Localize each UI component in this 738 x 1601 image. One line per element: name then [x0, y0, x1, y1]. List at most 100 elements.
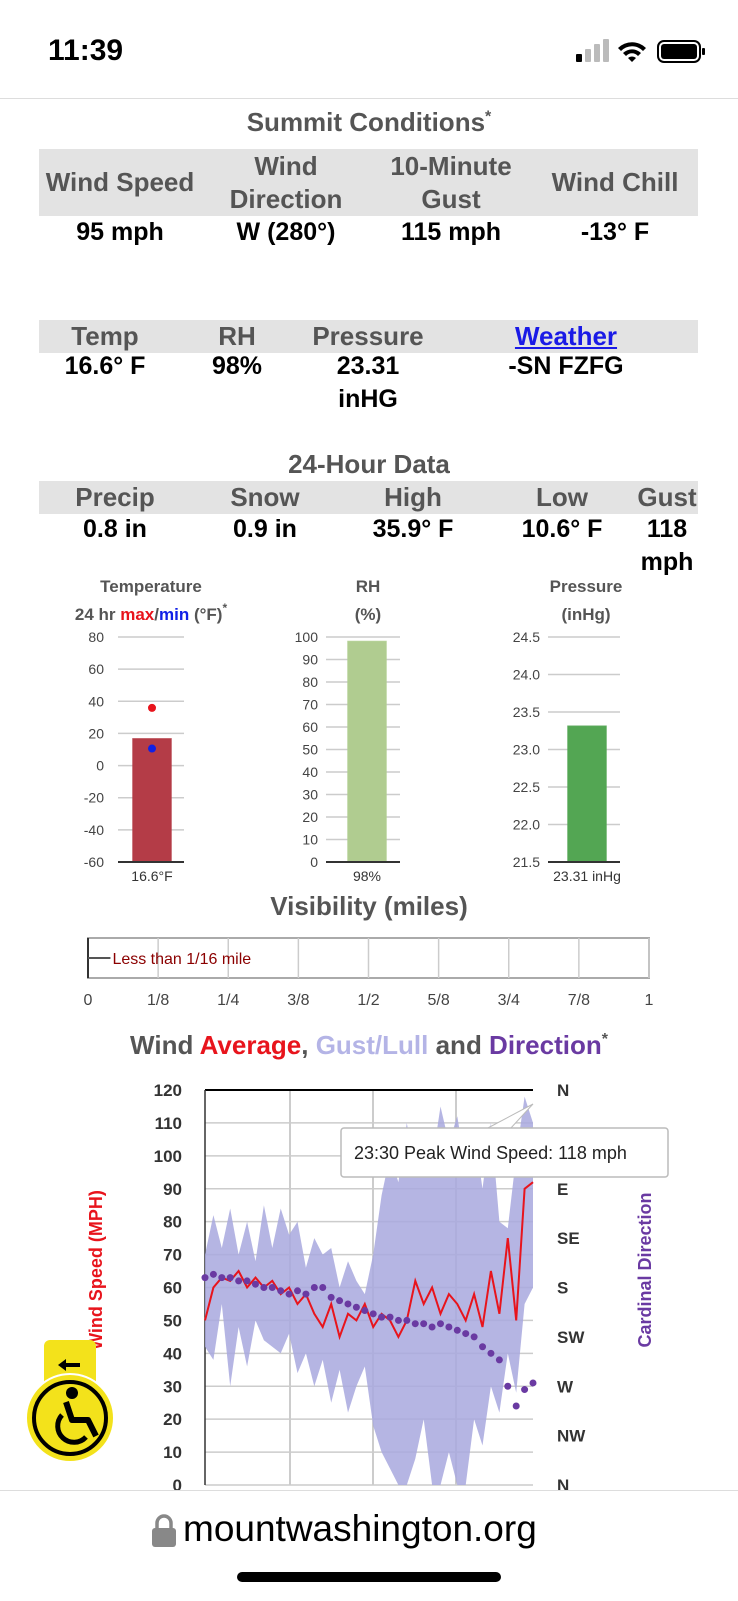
bar: [347, 640, 387, 863]
table-value: 16.6° F: [64, 352, 146, 380]
y-tick-label: 10: [163, 1443, 182, 1462]
direction-dot: [235, 1277, 243, 1285]
url[interactable]: mountwashington.org: [183, 1508, 537, 1549]
accessibility-button[interactable]: [20, 1335, 120, 1465]
separator: [0, 98, 738, 99]
y-tick-label: 23.5: [513, 704, 540, 720]
min-dot: [148, 744, 156, 753]
direction-dot: [445, 1323, 453, 1331]
x-tick-label: 5/8: [428, 992, 450, 1009]
table-header: Gust: [637, 482, 697, 512]
status-icons: [576, 39, 705, 63]
table-value: 35.9° F: [372, 515, 454, 543]
section-title: 24-Hour Data: [288, 449, 450, 479]
direction-dot: [504, 1382, 512, 1390]
table-header: Wind Speed: [45, 167, 195, 197]
table-value: 0.8 in: [83, 515, 147, 543]
direction-dot: [294, 1287, 302, 1295]
browser-bar: [0, 1490, 738, 1601]
text-part: Average: [200, 1030, 302, 1060]
text-part: (%): [355, 605, 381, 624]
direction-dot: [529, 1379, 537, 1387]
x-tick-label: 3/8: [287, 992, 309, 1009]
x-tick-label: 7/8: [568, 992, 590, 1009]
y-tick-label: 40: [302, 764, 318, 780]
x-tick-label: 0: [84, 992, 93, 1009]
table-header: Snow: [230, 482, 300, 512]
text-part: min: [159, 605, 189, 624]
direction-dot: [310, 1284, 318, 1291]
y2-axis-label: Cardinal Direction: [635, 1192, 655, 1347]
direction-dot: [361, 1307, 369, 1315]
y2-tick-label: NW: [557, 1427, 586, 1446]
direction-dot: [403, 1316, 411, 1324]
y-tick-label: 24.0: [513, 667, 540, 683]
y-tick-label: 70: [302, 697, 318, 713]
y-tick-label: 24.5: [513, 629, 540, 645]
chart-title: Temperature: [100, 577, 202, 596]
direction-dot: [428, 1323, 436, 1331]
tooltip: [340, 1127, 669, 1178]
chart-subtitle: (%): [355, 605, 381, 624]
y-tick-label: 60: [88, 661, 104, 677]
y-tick-label: 100: [295, 629, 319, 645]
y-tick-label: 60: [163, 1279, 182, 1298]
table-value: -SN FZFG: [508, 352, 624, 380]
direction-dot: [319, 1284, 327, 1291]
direction-dot: [521, 1386, 529, 1394]
y-tick-label: -60: [84, 854, 104, 870]
y-tick-label: 10: [302, 832, 318, 848]
section-title: Summit Conditions*: [0, 107, 738, 138]
table-value: 95 mph: [76, 218, 164, 246]
y-tick-label: 60: [302, 719, 318, 735]
note-mark: *: [485, 108, 492, 126]
y-tick-label: -40: [84, 822, 104, 838]
weather-link[interactable]: Weather: [514, 321, 618, 351]
chart-title: Pressure: [550, 577, 623, 596]
direction-dot: [226, 1274, 234, 1282]
x-tick-label: 1/2: [357, 992, 379, 1009]
direction-dot: [394, 1316, 402, 1324]
chart-title: Wind Average, Gust/Lull and Direction*: [130, 1030, 609, 1060]
x-tick-label: 1/4: [217, 992, 239, 1009]
table-header: 10-Minute Gust: [390, 150, 512, 214]
x-tick-label: 3/4: [498, 992, 520, 1009]
chart-subtitle: 24 hr max/min (°F)*: [75, 601, 228, 624]
y-tick-label: 20: [302, 809, 318, 825]
table-value: 23.31 inHG: [336, 352, 400, 413]
x-tick-label: 1: [645, 992, 654, 1009]
direction-dot: [243, 1277, 251, 1285]
text-part: ,: [301, 1030, 315, 1060]
max-dot: [148, 703, 156, 712]
y2-tick-label: S: [557, 1279, 568, 1298]
value-label: Less than 1/16 mile: [112, 951, 251, 968]
direction-dot: [411, 1320, 419, 1328]
direction-dot: [420, 1320, 428, 1328]
y-tick-label: 80: [302, 674, 318, 690]
y-tick-label: 0: [173, 1476, 182, 1495]
value-label: 98%: [353, 868, 381, 884]
text-part: Direction: [489, 1030, 602, 1060]
direction-dot: [260, 1284, 268, 1291]
bar: [132, 738, 172, 863]
direction-dot: [386, 1313, 394, 1321]
lock-icon: [152, 1514, 176, 1547]
direction-dot: [285, 1290, 293, 1298]
chart-title: Visibility (miles): [270, 891, 467, 921]
y-tick-label: 50: [302, 742, 318, 758]
direction-dot: [462, 1330, 470, 1338]
table-header: Pressure: [312, 321, 424, 351]
y-tick-label: 20: [88, 725, 104, 741]
y-tick-label: -20: [84, 790, 104, 806]
text-part: max: [120, 605, 155, 624]
text-part: (inHg): [561, 605, 610, 624]
y2-tick-label: SW: [557, 1328, 585, 1347]
y-tick-label: 70: [163, 1246, 182, 1265]
value-label: 23.31 inHg: [553, 868, 621, 884]
gust-lull-area: [205, 1096, 533, 1485]
direction-dot: [201, 1274, 209, 1282]
table-header: Precip: [75, 482, 155, 512]
text-part: /: [154, 605, 159, 624]
average-line: [204, 1181, 534, 1341]
